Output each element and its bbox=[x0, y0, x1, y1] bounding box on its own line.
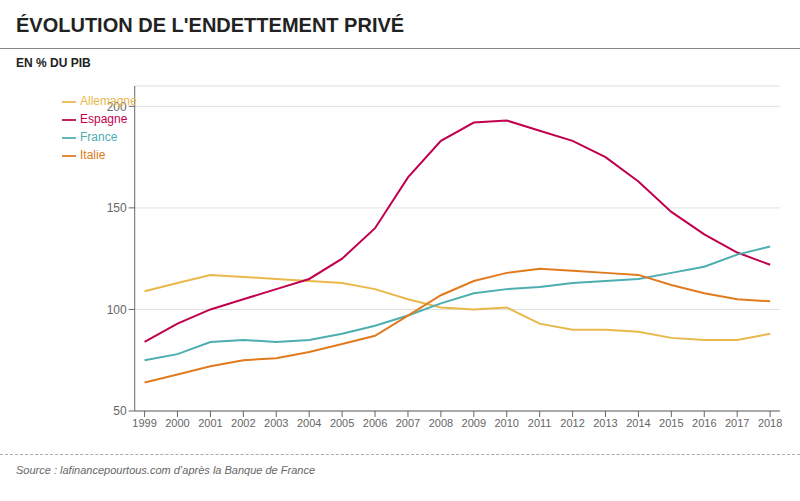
svg-text:50: 50 bbox=[113, 404, 127, 418]
svg-text:200: 200 bbox=[107, 100, 127, 114]
svg-text:2011: 2011 bbox=[528, 417, 552, 429]
svg-text:2004: 2004 bbox=[297, 417, 321, 429]
svg-text:2009: 2009 bbox=[462, 417, 486, 429]
svg-text:2007: 2007 bbox=[396, 417, 420, 429]
svg-text:2013: 2013 bbox=[593, 417, 617, 429]
svg-text:2005: 2005 bbox=[330, 417, 354, 429]
svg-text:2006: 2006 bbox=[363, 417, 387, 429]
svg-text:2008: 2008 bbox=[429, 417, 453, 429]
svg-text:2016: 2016 bbox=[692, 417, 716, 429]
svg-text:2000: 2000 bbox=[165, 417, 189, 429]
svg-text:2017: 2017 bbox=[725, 417, 749, 429]
svg-text:2001: 2001 bbox=[198, 417, 222, 429]
svg-text:2012: 2012 bbox=[560, 417, 584, 429]
svg-text:1999: 1999 bbox=[132, 417, 156, 429]
svg-text:2015: 2015 bbox=[659, 417, 683, 429]
svg-text:150: 150 bbox=[107, 201, 127, 215]
svg-text:2002: 2002 bbox=[231, 417, 255, 429]
svg-text:2014: 2014 bbox=[626, 417, 650, 429]
svg-text:100: 100 bbox=[107, 303, 127, 317]
svg-text:2018: 2018 bbox=[758, 417, 782, 429]
svg-text:2010: 2010 bbox=[494, 417, 518, 429]
svg-text:2003: 2003 bbox=[264, 417, 288, 429]
